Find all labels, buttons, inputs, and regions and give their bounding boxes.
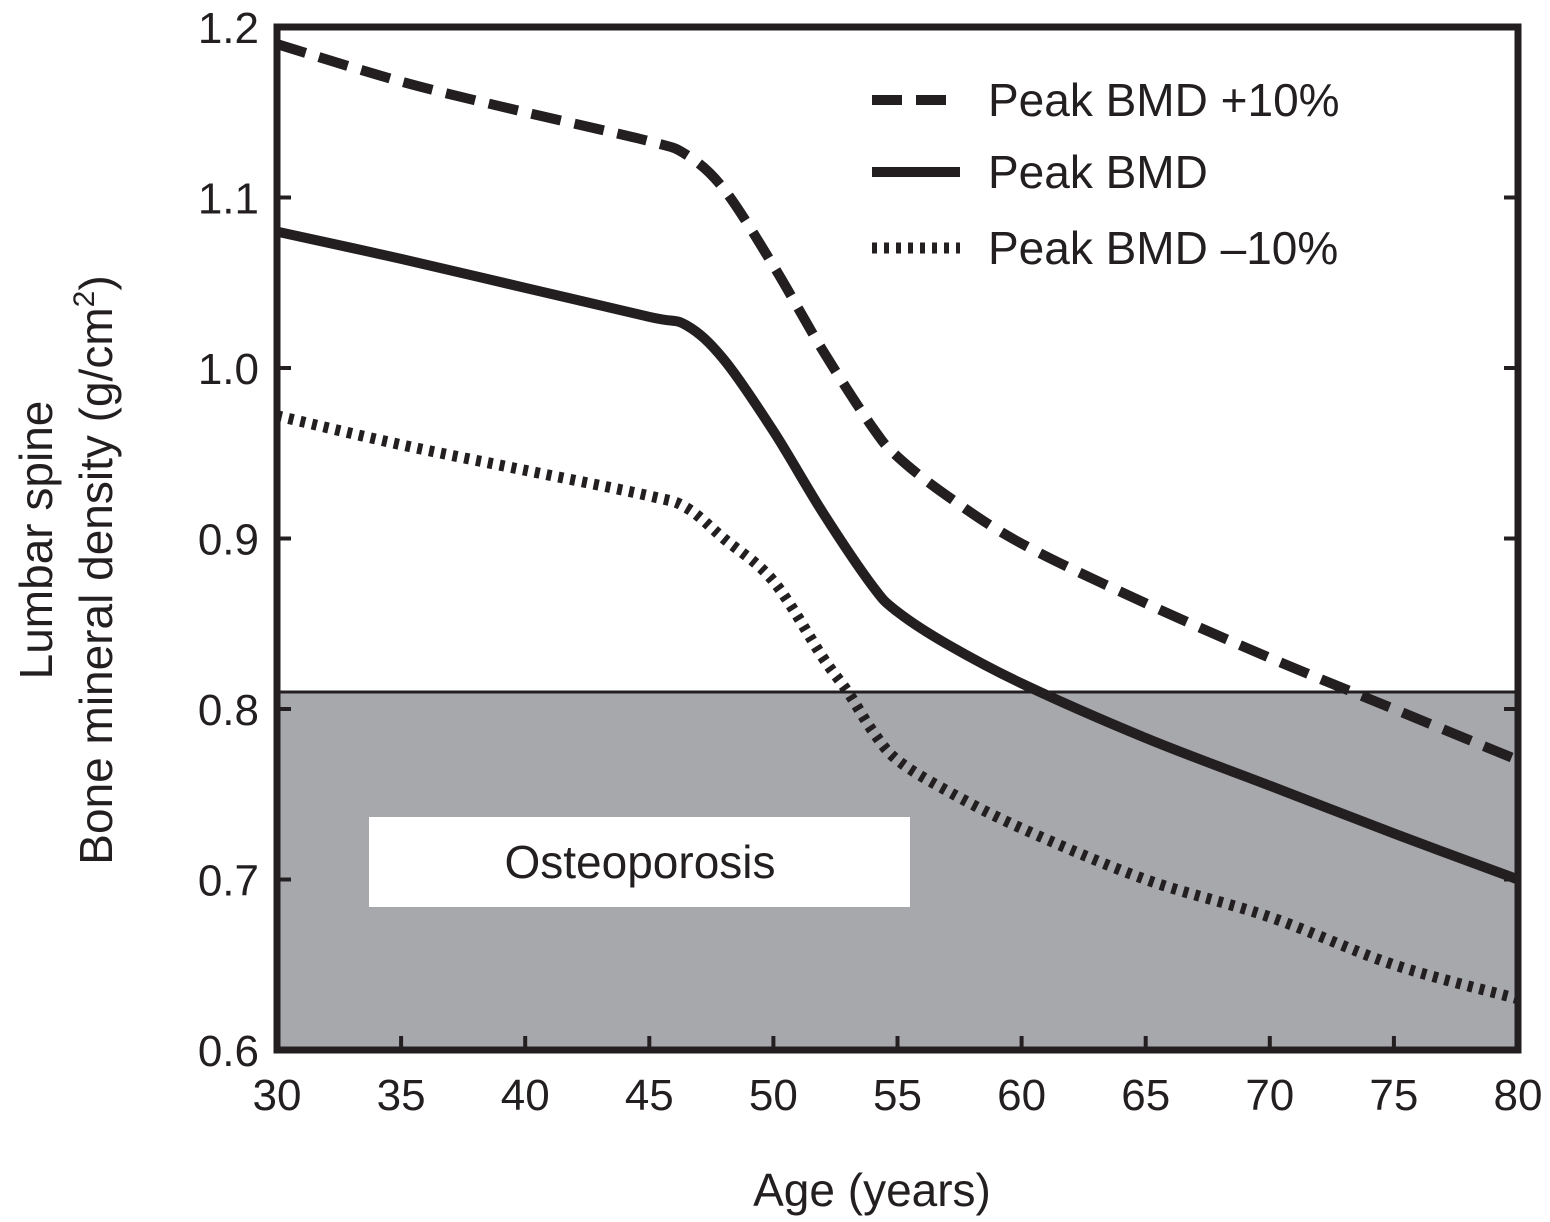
y-tick-label: 0.7 bbox=[198, 857, 259, 906]
x-tick-label: 75 bbox=[1369, 1071, 1418, 1120]
x-tick-label: 60 bbox=[997, 1071, 1046, 1120]
osteoporosis-label: Osteoporosis bbox=[504, 836, 775, 888]
x-tick-label: 35 bbox=[377, 1071, 426, 1120]
legend-label: Peak BMD bbox=[988, 146, 1208, 198]
x-tick-label: 55 bbox=[873, 1071, 922, 1120]
series-line-dotted bbox=[275, 410, 1520, 1005]
osteoporosis-label-box bbox=[369, 817, 910, 907]
legend-label: Peak BMD –10% bbox=[988, 222, 1338, 274]
y-tick-label: 0.8 bbox=[198, 686, 259, 735]
x-tick-label: 70 bbox=[1245, 1071, 1294, 1120]
x-tick-label: 65 bbox=[1121, 1071, 1170, 1120]
y-tick-label: 0.6 bbox=[198, 1027, 259, 1076]
y-tick-label: 1.2 bbox=[198, 4, 259, 53]
y-tick-label: 0.9 bbox=[198, 516, 259, 565]
y-tick-label: 1.1 bbox=[198, 175, 259, 224]
plot-frame bbox=[273, 23, 1522, 1054]
legend-label: Peak BMD +10% bbox=[988, 74, 1340, 126]
x-tick-label: 45 bbox=[625, 1071, 674, 1120]
x-tick-label: 40 bbox=[501, 1071, 550, 1120]
x-tick-label: 30 bbox=[253, 1071, 302, 1120]
x-tick-label: 80 bbox=[1494, 1071, 1543, 1120]
x-axis-label: Age (years) bbox=[753, 1164, 991, 1216]
y-axis-label-line2: Bone mineral density (g/cm2) bbox=[68, 275, 122, 864]
x-tick-label: 50 bbox=[749, 1071, 798, 1120]
series-line-dashed bbox=[275, 39, 1520, 765]
series-line-solid bbox=[275, 226, 1520, 885]
y-axis-label-line1: Lumbar spine bbox=[10, 401, 62, 680]
y-tick-label: 1.0 bbox=[198, 345, 259, 394]
